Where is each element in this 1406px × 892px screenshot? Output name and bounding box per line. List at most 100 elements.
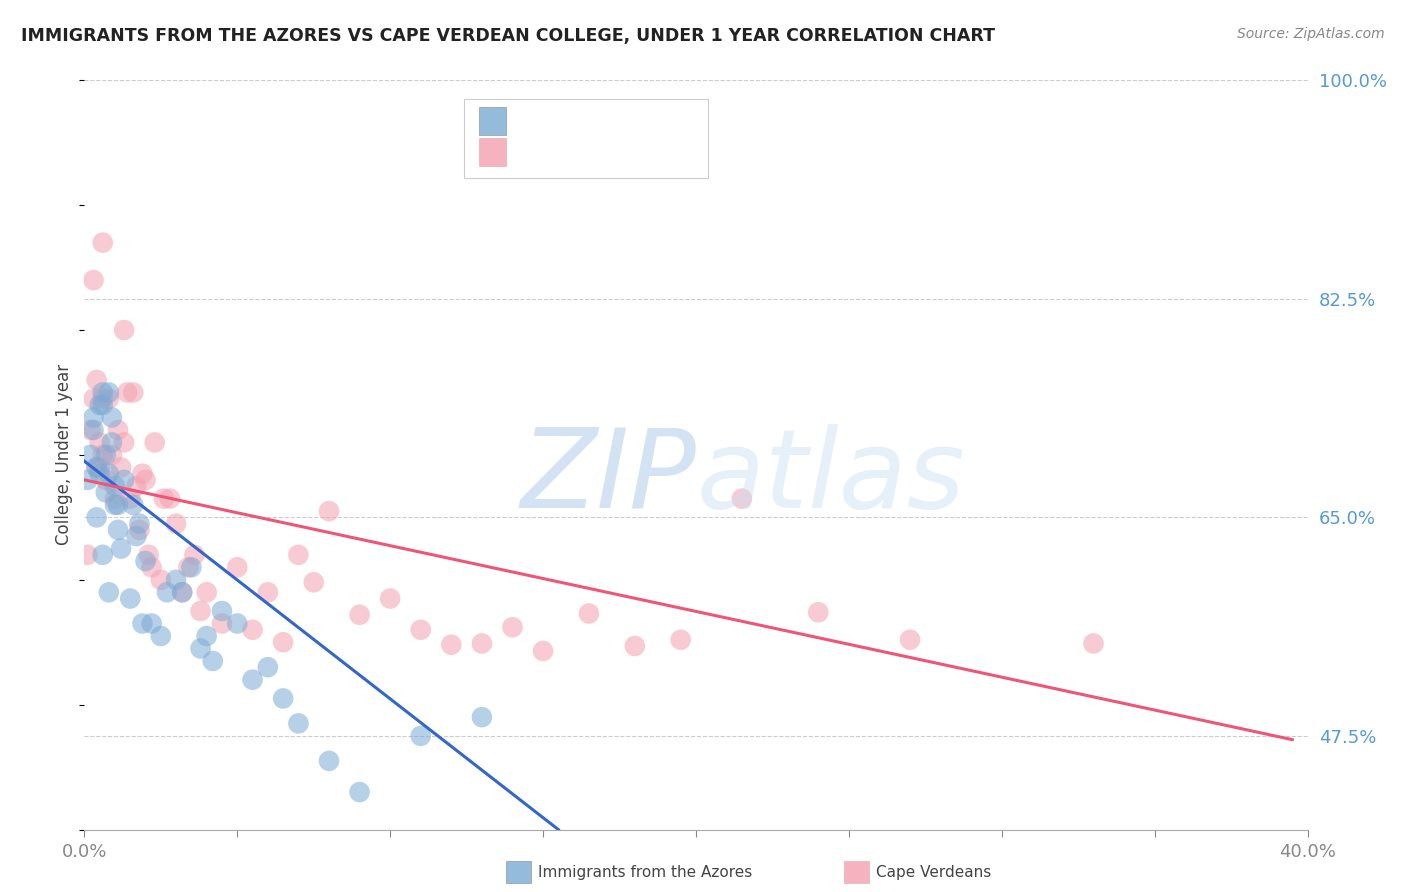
- Point: [115, 385, 138, 400]
- Text: N =: N =: [633, 143, 669, 161]
- Point: [440, 638, 463, 652]
- Text: Immigrants from the Azores: Immigrants from the Azores: [538, 865, 752, 880]
- Point: [89, 467, 111, 481]
- Point: [1083, 636, 1105, 650]
- Point: [131, 616, 153, 631]
- Point: [156, 585, 179, 599]
- Point: [107, 523, 129, 537]
- Point: [125, 529, 148, 543]
- Point: [180, 560, 202, 574]
- Point: [110, 460, 132, 475]
- Point: [112, 435, 135, 450]
- Point: [172, 585, 194, 599]
- Point: [211, 616, 233, 631]
- Point: [211, 604, 233, 618]
- Point: [287, 548, 309, 562]
- Point: [110, 541, 132, 556]
- Point: [97, 585, 120, 599]
- Y-axis label: College, Under 1 year: College, Under 1 year: [55, 364, 73, 546]
- Point: [122, 498, 145, 512]
- Text: Cape Verdeans: Cape Verdeans: [876, 865, 991, 880]
- Point: [318, 504, 340, 518]
- Point: [97, 385, 120, 400]
- Point: [302, 575, 325, 590]
- Text: N =: N =: [633, 112, 669, 129]
- Text: atlas: atlas: [696, 424, 965, 531]
- Point: [91, 548, 114, 562]
- Point: [318, 754, 340, 768]
- Point: [531, 644, 554, 658]
- Point: [349, 607, 371, 622]
- Point: [226, 560, 249, 574]
- Point: [165, 516, 187, 531]
- Point: [195, 585, 218, 599]
- Point: [94, 473, 117, 487]
- Point: [83, 273, 105, 287]
- Point: [76, 473, 98, 487]
- Point: [172, 585, 194, 599]
- Point: [242, 623, 264, 637]
- Point: [731, 491, 754, 506]
- Text: IMMIGRANTS FROM THE AZORES VS CAPE VERDEAN COLLEGE, UNDER 1 YEAR CORRELATION CHA: IMMIGRANTS FROM THE AZORES VS CAPE VERDE…: [21, 27, 995, 45]
- Point: [91, 448, 114, 462]
- Text: 59: 59: [669, 143, 692, 161]
- Point: [669, 632, 692, 647]
- Point: [143, 435, 166, 450]
- Point: [83, 410, 105, 425]
- Point: [128, 516, 150, 531]
- Point: [271, 691, 294, 706]
- Point: [125, 479, 148, 493]
- Point: [112, 473, 135, 487]
- Point: [257, 585, 280, 599]
- Point: [149, 629, 172, 643]
- Point: [226, 616, 249, 631]
- FancyBboxPatch shape: [479, 138, 506, 167]
- Point: [122, 385, 145, 400]
- Point: [242, 673, 264, 687]
- Point: [104, 491, 127, 506]
- Point: [91, 398, 114, 412]
- FancyBboxPatch shape: [479, 106, 506, 135]
- Point: [120, 491, 142, 506]
- Point: [86, 460, 108, 475]
- Point: [471, 636, 494, 650]
- Point: [409, 729, 432, 743]
- Point: [97, 392, 120, 406]
- Point: [104, 479, 127, 493]
- Point: [91, 385, 114, 400]
- Point: [107, 498, 129, 512]
- Point: [349, 785, 371, 799]
- Point: [380, 591, 402, 606]
- Point: [183, 548, 205, 562]
- Point: [138, 548, 160, 562]
- Text: Source: ZipAtlas.com: Source: ZipAtlas.com: [1237, 27, 1385, 41]
- Point: [190, 641, 212, 656]
- Text: -0.198: -0.198: [557, 143, 616, 161]
- Point: [898, 632, 921, 647]
- Point: [159, 491, 181, 506]
- Point: [502, 620, 524, 634]
- Point: [86, 510, 108, 524]
- Point: [190, 604, 212, 618]
- Point: [79, 448, 101, 462]
- Point: [153, 491, 176, 506]
- Point: [89, 398, 111, 412]
- Point: [101, 410, 124, 425]
- Point: [89, 435, 111, 450]
- Point: [287, 716, 309, 731]
- Point: [83, 423, 105, 437]
- Point: [131, 467, 153, 481]
- Text: -0.484: -0.484: [557, 112, 616, 129]
- Point: [97, 467, 120, 481]
- Point: [86, 373, 108, 387]
- Point: [165, 573, 187, 587]
- FancyBboxPatch shape: [464, 99, 709, 178]
- Point: [135, 554, 157, 568]
- Point: [807, 605, 830, 619]
- Point: [76, 548, 98, 562]
- Point: [257, 660, 280, 674]
- Point: [409, 623, 432, 637]
- Point: [149, 573, 172, 587]
- Point: [107, 423, 129, 437]
- Text: R =: R =: [516, 112, 553, 129]
